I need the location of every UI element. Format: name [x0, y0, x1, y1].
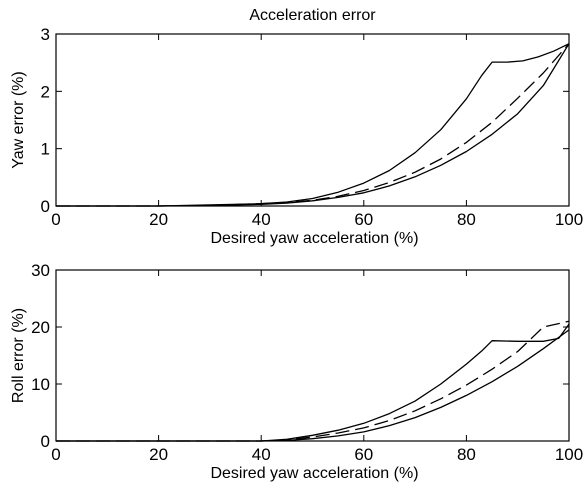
x-tick-label: 80 [457, 210, 476, 229]
plot-frame [55, 33, 570, 207]
y-tick-label: 20 [31, 318, 50, 337]
y-tick-label: 2 [41, 82, 50, 101]
x-tick-label: 20 [149, 210, 168, 229]
y-axis-label: Roll error (%) [10, 308, 27, 403]
x-tick-label: 0 [51, 210, 60, 229]
x-axis-label: Desired yaw acceleration (%) [210, 465, 418, 482]
x-tick-label: 20 [149, 445, 168, 464]
chart-panel-1: 0 20 40 60 80 100 0 1 2 3 Desired yaw acceleration… [10, 7, 583, 247]
y-tick-label: 10 [31, 375, 50, 394]
chart-title: Acceleration error [249, 7, 376, 24]
x-tick-label: 60 [354, 445, 373, 464]
series-line-2 [56, 43, 570, 207]
y-tick-label: 3 [41, 25, 50, 44]
y-axis-label: Yaw error (%) [10, 71, 27, 169]
chart-panel-2: 0 20 40 60 80 100 0 10 20 30 Desired yaw accelerat… [10, 261, 583, 482]
x-tick-label: 80 [457, 445, 476, 464]
series-line-3 [56, 329, 570, 442]
x-tick-label: 40 [252, 445, 271, 464]
y-tick-label: 0 [41, 432, 50, 451]
x-tick-label: 100 [555, 445, 583, 464]
y-tick-label: 0 [41, 197, 50, 216]
y-tick-label: 30 [31, 261, 50, 280]
x-tick-label: 0 [51, 445, 60, 464]
plot-frame [55, 269, 570, 442]
x-tick-label: 60 [354, 210, 373, 229]
x-tick-label: 100 [555, 210, 583, 229]
series-line-3 [56, 43, 570, 207]
x-tick-label: 40 [252, 210, 271, 229]
series-line-1 [56, 323, 570, 442]
x-axis-label: Desired yaw acceleration (%) [210, 230, 418, 247]
y-tick-label: 1 [41, 140, 50, 159]
series-line-1 [56, 43, 570, 207]
